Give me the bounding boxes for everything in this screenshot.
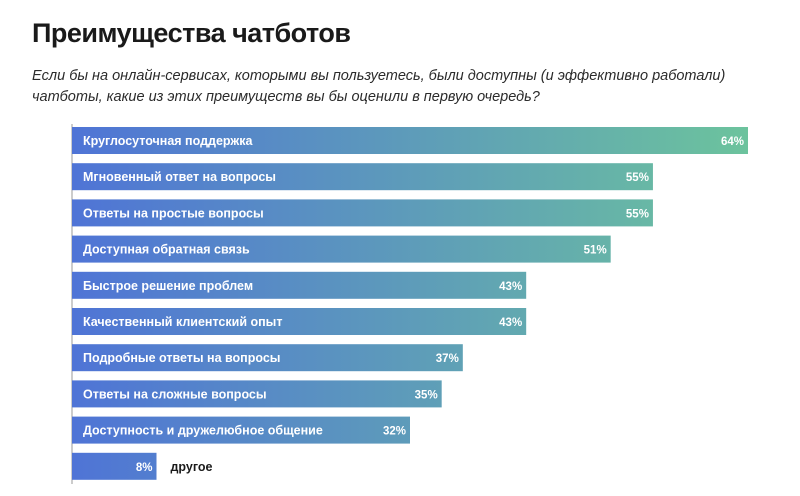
category-label-10: другое [171, 460, 213, 474]
bar-7 [72, 344, 463, 372]
bar-6 [72, 308, 527, 335]
value-label-4: 51% [584, 245, 607, 257]
category-label-2: Мгновенный ответ на вопросы [83, 170, 276, 184]
value-label-9: 32% [383, 426, 406, 438]
value-label-8: 35% [415, 389, 438, 401]
bar-8 [72, 380, 442, 408]
value-label-7: 37% [436, 353, 459, 365]
value-label-3: 55% [626, 208, 649, 220]
category-label-9: Доступность и дружелюбное общение [83, 424, 323, 438]
category-label-1: Круглосуточная поддержка [83, 134, 253, 148]
bar-3 [72, 199, 653, 227]
value-label-5: 43% [499, 281, 522, 293]
value-label-10: 8% [136, 462, 153, 474]
bar-4 [72, 235, 611, 263]
chart-subtitle: Если бы на онлайн-сервисах, которыми вы … [32, 68, 726, 105]
bar-5 [72, 271, 527, 299]
value-label-2: 55% [626, 172, 649, 184]
value-label-6: 43% [499, 317, 522, 329]
category-label-4: Доступная обратная связь [83, 243, 250, 257]
category-label-6: Качественный клиентский опыт [83, 315, 282, 329]
category-label-7: Подробные ответы на вопросы [83, 351, 280, 365]
category-label-8: Ответы на сложные вопросы [83, 387, 267, 401]
chart-title: Преимущества чатботов [32, 18, 351, 48]
category-label-5: Быстрое решение проблем [83, 279, 253, 293]
bar-1 [72, 127, 748, 154]
bar-10 [72, 452, 157, 480]
bar-9 [72, 416, 410, 444]
value-label-1: 64% [721, 136, 744, 148]
bar-2 [72, 163, 653, 191]
category-label-3: Ответы на простые вопросы [83, 206, 264, 220]
